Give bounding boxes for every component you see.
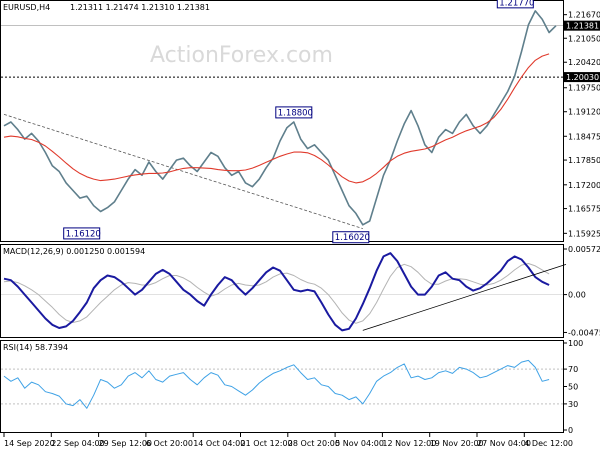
- y-tick-label: 0: [568, 426, 573, 435]
- y-tick-label: 1.20420: [568, 58, 600, 67]
- y-tick-label: 1.19120: [568, 108, 600, 117]
- annotation-box: [275, 106, 313, 119]
- y-tick-label: 1.16575: [568, 205, 600, 214]
- annotation-box: [63, 227, 101, 240]
- x-tick-label: 21 Oct 12:00: [241, 439, 293, 448]
- annotation-box: [496, 0, 534, 9]
- y-tick-label: 1.17850: [568, 156, 600, 165]
- symbol-label: EURUSD,H4: [3, 3, 50, 12]
- reference-price-tag: 1.20030: [564, 72, 600, 83]
- watermark: ActionForex.com: [150, 43, 333, 68]
- macd-panel-frame: [0, 244, 564, 338]
- rsi-panel-frame: [0, 340, 564, 433]
- price-series-line: [3, 10, 557, 226]
- annotation-box: [332, 231, 370, 244]
- y-tick-label: 1.21670: [568, 11, 600, 20]
- y-tick-label: -0.004755: [568, 328, 600, 337]
- annotation-label: 1.16020: [335, 233, 370, 243]
- annotation-label: 1.16120: [66, 229, 101, 239]
- annotation-label: 1.18800: [278, 108, 313, 118]
- x-tick-label: 5 Nov 04:00: [335, 439, 384, 448]
- rsi-line: [3, 359, 550, 409]
- x-tick-label: 22 Sep 04:00: [51, 439, 104, 448]
- x-tick-label: 28 Oct 20:00: [288, 439, 340, 448]
- annotation-label: 1.21770: [499, 0, 534, 8]
- x-tick-label: 6 Oct 20:00: [146, 439, 193, 448]
- y-tick-label: 30: [568, 400, 578, 409]
- y-tick-label: 0.005725: [568, 245, 600, 254]
- x-tick-label: 27 Nov 04:00: [477, 439, 531, 448]
- x-tick-label: 14 Oct 04:00: [193, 439, 245, 448]
- x-tick-label: 12 Nov 12:00: [382, 439, 436, 448]
- y-tick-label: 50: [568, 383, 578, 392]
- ohlc-label: 1.21311 1.21474 1.21310 1.21381: [70, 3, 210, 12]
- y-axis: 1.21670 1.21050 1.20420 1.19750 1.19120 1.184…: [563, 11, 600, 435]
- macd-trendline: [362, 263, 567, 331]
- rsi-panel: [1, 359, 563, 409]
- price-tag-label: 1.20030: [566, 73, 599, 82]
- y-tick-label: 0.00: [568, 291, 586, 300]
- price-tag-label: 1.21381: [566, 22, 599, 31]
- x-tick-label: 14 Sep 2020: [4, 439, 55, 448]
- current-price-tag: 1.21381: [564, 20, 600, 31]
- price-tag-bg: [564, 20, 600, 31]
- x-tick-label: 19 Nov 20:00: [430, 439, 484, 448]
- rsi-label: RSI(14) 58.7394: [3, 343, 68, 352]
- macd-label: MACD(12,26,9) 0.001250 0.001594: [3, 247, 145, 256]
- annotation-callout: 1.16120: [63, 227, 101, 240]
- y-tick-label: 1.19750: [568, 84, 600, 93]
- y-tick-label: 100: [568, 339, 583, 348]
- x-tick-label: 4 Dec 12:00: [524, 439, 573, 448]
- y-tick-label: 1.18475: [568, 132, 600, 141]
- y-tick-label: 1.15925: [568, 229, 600, 238]
- price-panel: 1.21770 1.18800 1.16120 1.16020: [1, 0, 563, 244]
- y-tick-label: 1.21050: [568, 34, 600, 43]
- price-tag-bg: [564, 72, 600, 83]
- macd-panel: [1, 252, 567, 332]
- x-tick-label: 29 Sep 12:00: [99, 439, 152, 448]
- annotation-callout: 1.18800: [275, 106, 313, 119]
- annotation-callout: 1.16020: [332, 231, 370, 244]
- moving-average-line: [3, 53, 550, 184]
- price-panel-frame: [0, 0, 564, 242]
- y-tick-label: 70: [568, 365, 578, 374]
- y-tick-label: 1.17200: [568, 181, 600, 190]
- channel-trendline: [3, 114, 363, 229]
- macd-signal-line: [3, 263, 550, 324]
- macd-main-line: [3, 252, 550, 332]
- annotation-callout: 1.21770: [496, 0, 534, 9]
